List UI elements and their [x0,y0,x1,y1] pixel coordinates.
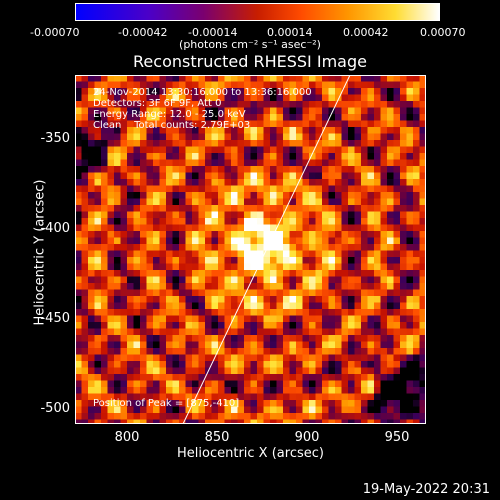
colorbar-tick-label: -0.00014 [188,26,238,39]
y-tick-label: -350 [40,131,70,146]
info-time-range: 24-Nov-2014 13:30:16.000 to 13:36:16.000 [93,87,312,98]
y-axis-title: Heliocentric Y (arcsec) [32,179,48,326]
colorbar-tick-label: 0.00070 [420,26,466,39]
rhessi-image: 24-Nov-2014 13:30:16.000 to 13:36:16.000… [75,75,426,424]
info-detectors: Detectors: 3F 6F 9F, Att 0 [93,98,222,109]
colorbar [75,3,440,21]
solar-limb-line [182,75,351,424]
x-tick-label: 800 [114,430,140,445]
x-tick-label: 950 [384,430,410,445]
y-tick-label: -450 [40,311,70,326]
x-tick-label: 900 [294,430,320,445]
y-axis: -350 -400 -450 -500 [0,75,70,424]
image-canvas [75,75,426,424]
x-axis-title: Heliocentric X (arcsec) [177,446,324,461]
y-tick-label: -400 [40,221,70,236]
info-peak-position: Position of Peak = [875,-410] [93,398,240,409]
y-tick-label: -500 [40,401,70,416]
x-tick-label: 850 [204,430,230,445]
plot-title: Reconstructed RHESSI Image [133,52,367,71]
info-clean-counts: Clean Total counts: 2.79E+03 [93,120,251,131]
plot-frame [75,75,426,424]
colorbar-tick-label: -0.00042 [118,26,168,39]
info-energy-range: Energy Range: 12.0 - 25.0 keV [93,109,246,120]
colorbar-tick-label: -0.00070 [30,26,80,39]
colorbar-unit: (photons cm⁻² s⁻¹ asec⁻²) [179,38,321,51]
date-stamp: 19-May-2022 20:31 [362,482,490,497]
colorbar-tick-label: 0.00042 [343,26,389,39]
colorbar-tick-label: 0.00014 [267,26,313,39]
